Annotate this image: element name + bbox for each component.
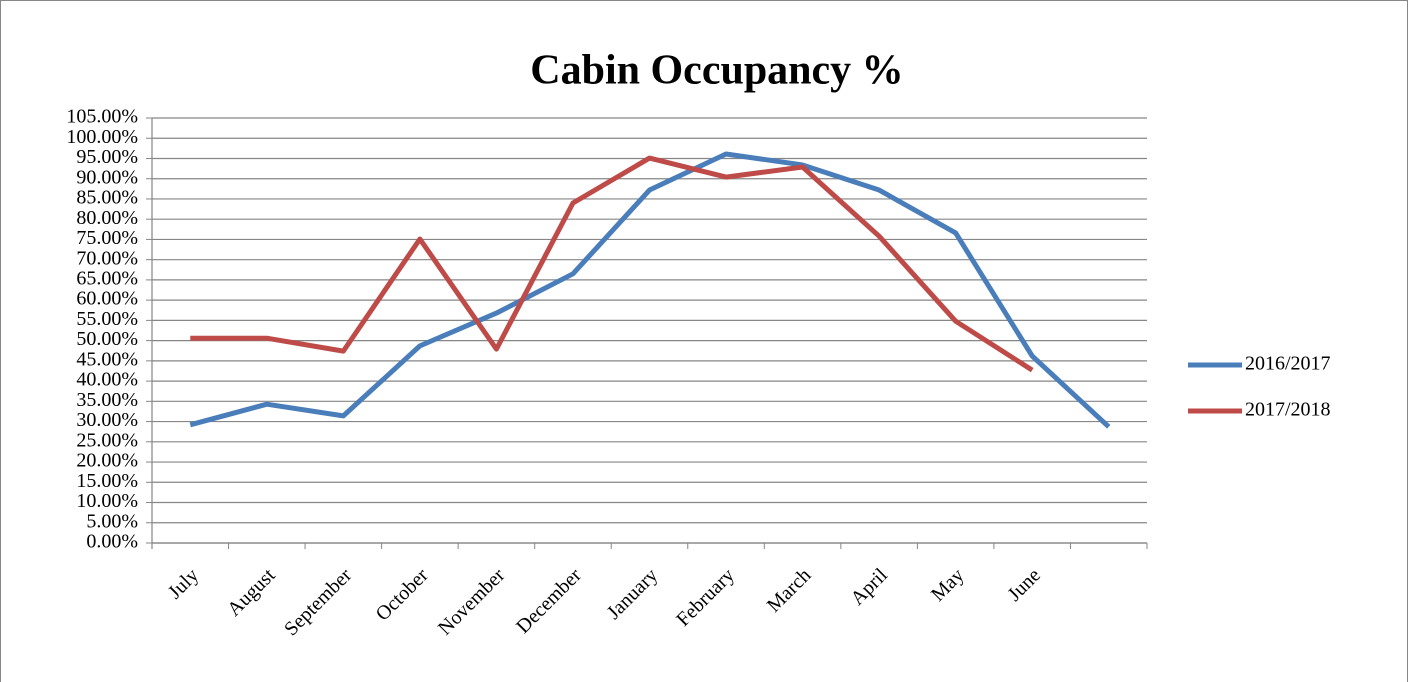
y-tick-label: 45.00% xyxy=(76,348,138,370)
y-tick-label: 35.00% xyxy=(76,389,138,411)
legend-label: 2016/2017 xyxy=(1245,353,1331,375)
y-tick-label: 95.00% xyxy=(76,146,138,168)
y-tick-label: 30.00% xyxy=(76,409,138,431)
series-line xyxy=(190,155,1034,373)
y-tick-label: 75.00% xyxy=(76,227,138,249)
y-tick-label: 90.00% xyxy=(76,166,138,188)
y-tick-label: 105.00% xyxy=(66,106,138,128)
chart-title: Cabin Occupancy % xyxy=(530,48,903,94)
y-tick-label: 85.00% xyxy=(76,187,138,209)
y-tick-label: 15.00% xyxy=(76,470,138,492)
y-tick-label: 55.00% xyxy=(76,308,138,330)
y-tick-label: 0.00% xyxy=(86,531,138,553)
y-tick-label: 65.00% xyxy=(76,267,138,289)
y-tick-label: 5.00% xyxy=(86,510,138,532)
y-tick-label: 20.00% xyxy=(76,450,138,472)
y-tick-label: 70.00% xyxy=(76,247,138,269)
y-tick-label: 50.00% xyxy=(76,328,138,350)
y-tick-label: 25.00% xyxy=(76,429,138,451)
y-tick-label: 60.00% xyxy=(76,288,138,310)
series-line xyxy=(189,151,1111,429)
y-tick-label: 10.00% xyxy=(76,490,138,512)
y-tick-label: 40.00% xyxy=(76,369,138,391)
y-tick-label: 100.00% xyxy=(66,126,138,148)
y-tick-label: 80.00% xyxy=(76,207,138,229)
legend-label: 2017/2018 xyxy=(1245,399,1331,421)
